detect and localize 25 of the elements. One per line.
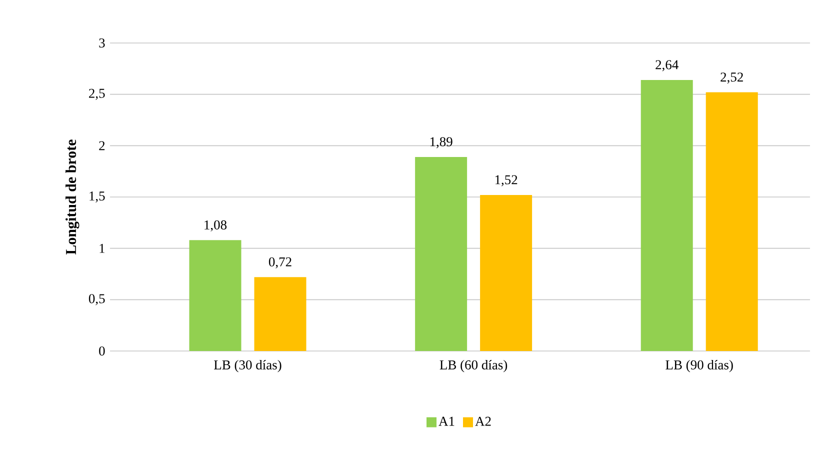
y-tick-label: 2,5 — [89, 88, 105, 100]
legend-label: A1 — [438, 416, 454, 426]
x-tick-label: LB (30 días) — [214, 360, 282, 372]
bar — [189, 240, 242, 351]
data-label: 0,72 — [268, 257, 292, 268]
data-label: 1,08 — [204, 220, 227, 232]
y-tick-label: 2 — [99, 141, 105, 150]
data-label: 1,89 — [430, 137, 452, 148]
y-tick-label: 0,5 — [88, 294, 105, 306]
y-tick-label: 0 — [99, 346, 105, 356]
data-label: 1,52 — [495, 175, 518, 186]
x-tick-label: LB (90 días) — [666, 360, 733, 372]
bar — [480, 194, 532, 351]
x-tick-label: LB (60 días) — [440, 360, 508, 372]
legend-label: A2 — [475, 416, 491, 426]
y-tick-label: 1,5 — [90, 192, 105, 202]
y-tick-label: 1 — [100, 244, 104, 253]
bar — [254, 277, 306, 351]
y-tick-label: 3 — [99, 38, 105, 48]
bar — [415, 156, 468, 351]
data-label: 2,64 — [656, 60, 678, 72]
y-axis-title: Longitud de brote — [66, 140, 80, 255]
bar — [640, 80, 693, 351]
data-label: 2,52 — [720, 72, 743, 84]
bar — [706, 92, 758, 351]
